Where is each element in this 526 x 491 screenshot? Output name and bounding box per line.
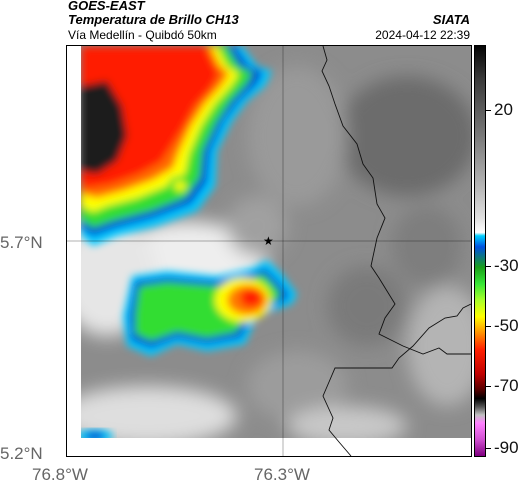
satellite-title: GOES-EAST xyxy=(68,0,145,13)
gridlines xyxy=(67,46,471,456)
route-subtitle: Vía Medellín - Quibdó 50km xyxy=(68,28,217,42)
datetime-label: 2024-04-12 22:39 xyxy=(375,28,470,42)
product-title: Temperatura de Brillo CH13 xyxy=(68,12,239,27)
convective-cloud-northwest xyxy=(81,46,272,246)
boundary-lines xyxy=(321,46,471,456)
colorbar-tick xyxy=(486,326,491,327)
colorbar-label: 20 xyxy=(494,100,513,119)
convective-cloud-central xyxy=(123,260,297,356)
organization-label: SIATA xyxy=(432,12,470,27)
star-marker: ★ xyxy=(263,234,274,248)
lon-label-right: 76.3°W xyxy=(254,465,310,484)
colorbar-label: -90 xyxy=(494,438,519,457)
colorbar-tick xyxy=(486,386,491,387)
satellite-map: ★ xyxy=(66,45,472,457)
colorbar-label: -50 xyxy=(494,316,519,335)
colorbar-tick xyxy=(486,110,491,111)
lat-label-lower: 5.2°N xyxy=(0,444,43,463)
colorbar-tick xyxy=(486,266,491,267)
boundary-line-south xyxy=(322,303,471,456)
no-data-west-edge xyxy=(67,46,81,456)
colorbar-label: -30 xyxy=(494,256,519,275)
lon-label-left: 76.8°W xyxy=(32,465,88,484)
colorbar-label: -70 xyxy=(494,376,519,395)
no-data-south-edge xyxy=(67,438,471,456)
colorbar-tick xyxy=(486,448,491,449)
colorbar xyxy=(474,45,486,457)
lat-label-upper: 5.7°N xyxy=(0,233,43,252)
map-canvas: ★ xyxy=(67,46,471,456)
